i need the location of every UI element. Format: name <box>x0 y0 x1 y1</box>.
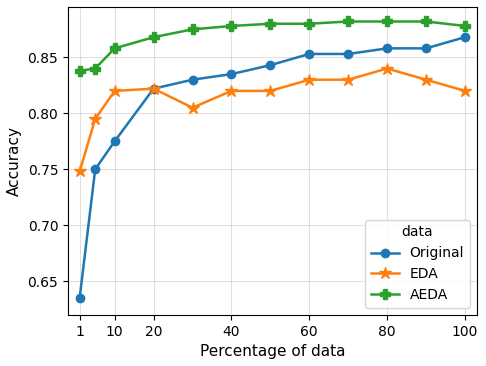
EDA <box>112 89 118 93</box>
AEDA <box>462 24 468 28</box>
Line: AEDA: AEDA <box>75 16 470 76</box>
Original <box>423 46 429 51</box>
AEDA <box>228 24 234 28</box>
EDA <box>384 66 390 71</box>
AEDA <box>151 35 156 40</box>
X-axis label: Percentage of data: Percentage of data <box>200 344 345 359</box>
AEDA <box>112 46 118 51</box>
Original <box>306 52 312 56</box>
EDA <box>151 86 156 91</box>
EDA <box>345 78 351 82</box>
EDA <box>92 117 98 121</box>
Original <box>267 63 273 67</box>
AEDA <box>306 22 312 26</box>
EDA <box>77 169 83 174</box>
AEDA <box>423 19 429 24</box>
Original <box>462 35 468 40</box>
Legend: Original, EDA, AEDA: Original, EDA, AEDA <box>365 220 469 308</box>
Original <box>190 78 195 82</box>
Line: Original: Original <box>75 33 469 302</box>
EDA <box>306 78 312 82</box>
AEDA <box>267 22 273 26</box>
EDA <box>228 89 234 93</box>
Original <box>92 167 98 171</box>
Line: EDA: EDA <box>73 62 471 178</box>
Original <box>228 72 234 76</box>
AEDA <box>77 68 83 73</box>
EDA <box>462 89 468 93</box>
Original <box>384 46 390 51</box>
AEDA <box>92 66 98 71</box>
Original <box>77 296 83 300</box>
AEDA <box>345 19 351 24</box>
Y-axis label: Accuracy: Accuracy <box>7 126 22 196</box>
Original <box>345 52 351 56</box>
EDA <box>267 89 273 93</box>
AEDA <box>190 27 195 31</box>
Original <box>112 139 118 143</box>
Original <box>151 86 156 91</box>
AEDA <box>384 19 390 24</box>
EDA <box>423 78 429 82</box>
EDA <box>190 105 195 110</box>
